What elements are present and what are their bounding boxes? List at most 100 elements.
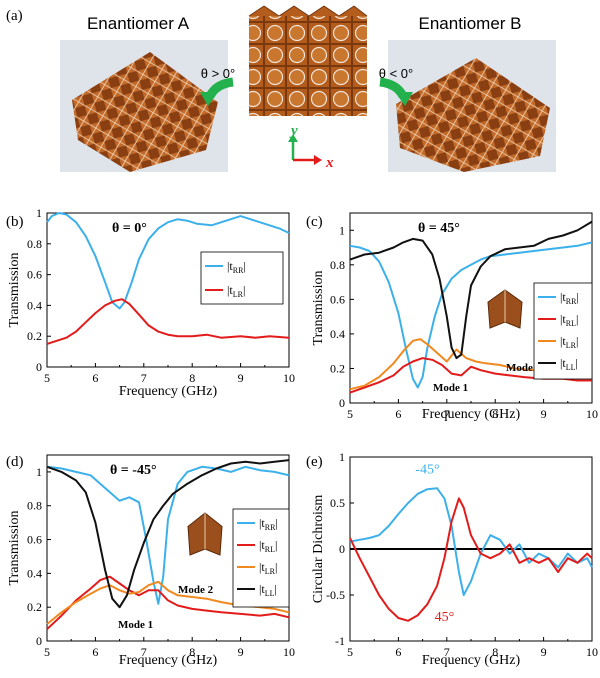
y-tick-label: 0.2: [27, 329, 42, 343]
series-line-e-1: [349, 497, 593, 622]
x-tick-label: 9: [541, 407, 547, 421]
panel-a: (a) Enantiomer A Enantiomer B θ > 0° θ <…: [6, 5, 556, 172]
x-tick-label: 9: [238, 371, 244, 385]
series-line-d-1: [46, 575, 290, 630]
x-tick-label: 8: [189, 645, 195, 659]
series-line-e-0: [349, 487, 593, 596]
theta-annotation-b: θ = 0°: [112, 221, 147, 236]
y-tick-label: 0.6: [27, 268, 42, 282]
x-tick-label: 6: [395, 407, 401, 421]
enantiomer-b-photo: [388, 40, 556, 172]
axis-y-label: y: [289, 123, 298, 139]
condition-theta-positive: θ > 0°: [201, 66, 235, 81]
x-tick-label: 9: [541, 645, 547, 659]
mode-label-c-1: Mode 1: [433, 382, 468, 394]
series-label-e-1: 45°: [435, 610, 455, 625]
series-line-c-2: [349, 338, 593, 391]
y-tick-label: 0.5: [330, 496, 345, 510]
theta-annotation-d: θ = -45°: [110, 463, 157, 478]
x-tick-label: 6: [395, 645, 401, 659]
legend-box-b: [200, 251, 284, 305]
y-tick-label: 1: [36, 206, 42, 220]
x-tick-label: 8: [189, 371, 195, 385]
y-tick-label: 1: [339, 450, 345, 464]
y-tick-label: 0.6: [27, 533, 42, 547]
panel-c-label: (c): [306, 214, 323, 230]
y-tick-label: 0.8: [27, 499, 42, 513]
x-tick-label: 5: [44, 645, 50, 659]
legend-label-c-1: |tRL|: [560, 312, 578, 328]
x-tick-label: 10: [586, 645, 598, 659]
series-line-d-0: [46, 465, 290, 605]
legend-label-d-2: |tLR|: [259, 560, 277, 576]
x-tick-label: 5: [44, 371, 50, 385]
theta-annotation-c: θ = 45°: [418, 221, 460, 236]
rotate-left-arrow: [200, 77, 234, 106]
mode-label-d-1: Mode 1: [118, 619, 153, 631]
x-tick-label: 9: [238, 645, 244, 659]
legend-box-d: [232, 508, 290, 608]
y-axis-label-d: Transmission: [7, 511, 22, 586]
y-tick-label: 0: [36, 360, 42, 374]
chart-panel-d: (d) 5 6 7 8 9 10 0 0.2 0.4 0.6 0.8 1 Frequency (GHz) T…: [6, 454, 295, 668]
xy-axes-glyph: y x: [288, 123, 334, 171]
axis-x-label: x: [325, 155, 334, 171]
y-axis-label-c: Transmission: [311, 271, 326, 346]
series-line-c-3: [349, 220, 593, 360]
y-tick-label: 1: [36, 465, 42, 479]
panel-a-label: (a): [6, 8, 23, 24]
chart-panel-c: (c) 5 6 7 8 9 10 0 0.2 0.4 0.6 0.8 1 Frequency (GHz) T…: [306, 212, 598, 422]
chart-panel-e: (e) 5 6 7 8 9 10 -1 -0.5 0 0.5 1 Frequency (GHz) Circ…: [306, 450, 598, 668]
x-tick-label: 5: [347, 645, 353, 659]
y-tick-label: 0.8: [27, 237, 42, 251]
x-tick-label: 6: [92, 645, 98, 659]
y-tick-label: 0.2: [27, 600, 42, 614]
y-tick-label: 0.2: [330, 361, 345, 375]
x-tick-label: 5: [347, 407, 353, 421]
x-axis-label-c: Frequency (GHz): [422, 407, 521, 422]
series-line-b-0: [46, 212, 290, 310]
x-tick-label: 10: [283, 645, 295, 659]
y-tick-label: 0: [339, 542, 345, 556]
y-tick-label: 0.6: [330, 292, 345, 306]
y-tick-label: 0.4: [330, 327, 345, 341]
y-tick-label: 0: [36, 634, 42, 648]
mode-label-d-2: Mode 2: [178, 584, 214, 596]
y-tick-label: -1: [335, 634, 345, 648]
x-tick-label: 6: [92, 371, 98, 385]
x-tick-label: 10: [586, 407, 598, 421]
series-line-d-3: [46, 459, 290, 609]
y-tick-label: 1: [339, 223, 345, 237]
x-tick-label: 7: [444, 645, 450, 659]
condition-theta-negative: θ < 0°: [379, 66, 413, 81]
enantiomer-a-title: Enantiomer A: [87, 14, 190, 33]
series-line-b-1: [46, 298, 290, 345]
legend-label-c-3: |tLL|: [560, 356, 578, 372]
panel-b-label: (b): [6, 214, 24, 230]
x-tick-label: 8: [492, 407, 498, 421]
legend-label-d-3: |tLL|: [259, 582, 277, 598]
series-label-e-0: -45°: [415, 463, 439, 478]
unit-cell-photo: [248, 5, 368, 116]
x-tick-label: 7: [444, 407, 450, 421]
x-tick-label: 7: [141, 371, 147, 385]
x-tick-label: 10: [283, 371, 295, 385]
panel-d-label: (d): [6, 454, 24, 470]
legend-label-d-0: |tRR|: [259, 516, 278, 532]
x-tick-label: 8: [492, 645, 498, 659]
x-tick-label: 7: [141, 645, 147, 659]
x-axis-label-d: Frequency (GHz): [119, 653, 218, 668]
y-tick-label: 0.4: [27, 566, 42, 580]
x-axis-label-b: Frequency (GHz): [119, 384, 218, 399]
y-tick-label: -0.5: [326, 588, 345, 602]
y-axis-label-e: Circular Dichroism: [311, 495, 326, 604]
y-tick-label: 0: [339, 396, 345, 410]
y-tick-label: 0.8: [330, 258, 345, 272]
mode-label-c-2: Mode 2: [506, 362, 542, 374]
enantiomer-a-photo: [60, 40, 228, 172]
x-axis-label-e: Frequency (GHz): [422, 653, 521, 668]
legend-label-c-0: |tRR|: [560, 290, 579, 306]
panel-e-label: (e): [306, 454, 323, 470]
rotate-right-arrow: [379, 77, 413, 106]
